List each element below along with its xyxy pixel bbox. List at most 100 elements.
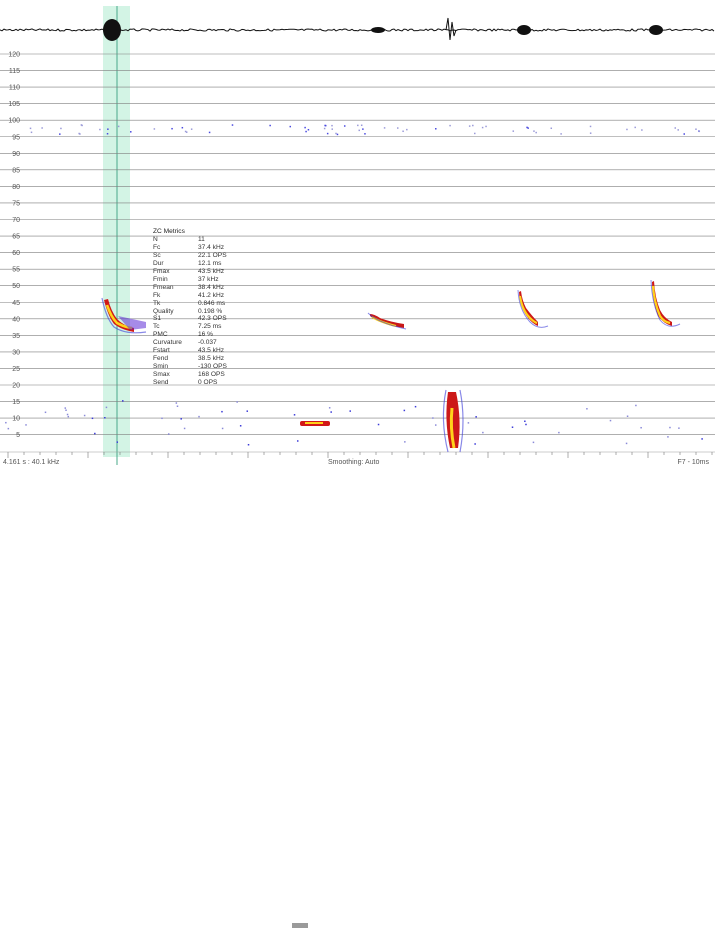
noise-point <box>104 417 106 419</box>
noise-point <box>678 427 680 429</box>
metric-value: 0.846 ms <box>198 299 226 307</box>
metric-value: 7.25 ms <box>198 323 222 331</box>
noise-point <box>695 128 697 130</box>
noise-points <box>5 124 703 446</box>
metric-value: 42.3 OPS <box>198 315 227 323</box>
bat-call-2[interactable] <box>367 312 407 330</box>
noise-point <box>7 427 10 430</box>
metric-value: 11 <box>198 235 205 243</box>
metrics-title: ZC Metrics <box>153 228 185 235</box>
noise-point <box>296 440 299 442</box>
bat-call-3[interactable] <box>517 289 549 328</box>
metrics-rows: N 11 Fc 37.4 kHz Sc 22.1 OPS Dur 12.1 ms Fmax 43.… <box>153 236 273 387</box>
bat-call-4[interactable] <box>650 279 681 327</box>
noise-point <box>511 426 514 428</box>
noise-point <box>467 422 470 424</box>
noise-point <box>512 130 515 132</box>
metric-row: Fstart 43.5 kHz <box>153 347 273 355</box>
noise-point <box>641 129 643 131</box>
noise-point <box>527 127 529 129</box>
noise-point <box>184 130 187 133</box>
noise-point <box>435 128 437 130</box>
noise-point <box>91 417 94 420</box>
noise-point <box>485 125 487 128</box>
y-axis-tick-label: 70 <box>12 217 20 224</box>
metric-row: Curvature -0.037 <box>153 339 273 347</box>
metric-row: Quality 0.198 % <box>153 308 273 316</box>
metric-key: Send <box>153 379 169 387</box>
noise-point <box>481 126 484 129</box>
noise-point <box>336 133 339 136</box>
noise-point <box>472 124 474 127</box>
waveform-burst <box>649 25 663 35</box>
metric-value: 43.5 kHz <box>198 347 225 355</box>
metric-row: PMC 16 % <box>153 331 273 339</box>
metric-key: Fmin <box>153 275 168 283</box>
noise-point <box>221 410 223 413</box>
noise-point <box>482 431 484 434</box>
y-axis-tick-label: 80 <box>12 184 20 191</box>
noise-point <box>175 402 178 404</box>
noise-point <box>533 130 535 132</box>
metric-key: Dur <box>153 259 164 267</box>
noise-point <box>403 409 406 412</box>
metric-key: Fmax <box>153 267 170 275</box>
noise-point <box>116 441 119 443</box>
noise-point <box>185 131 188 133</box>
cursor-position-readout: 4.161 s : 40.1 kHz <box>3 459 60 466</box>
metric-key: PMC <box>153 331 168 339</box>
noise-point <box>5 421 7 424</box>
metric-key: Fend <box>153 355 169 363</box>
noise-point <box>635 404 637 407</box>
noise-point <box>246 410 249 412</box>
noise-point <box>586 408 588 410</box>
noise-point <box>406 128 408 131</box>
metric-key: Fmean <box>153 283 174 291</box>
noise-point <box>247 443 250 446</box>
metric-key: N <box>153 235 158 243</box>
noise-point <box>79 133 81 135</box>
metric-key: Fk <box>153 291 161 299</box>
noise-point <box>66 413 69 416</box>
metric-row: Smin -130 OPS <box>153 363 273 371</box>
noise-point <box>231 124 234 126</box>
noise-point <box>221 427 224 430</box>
noise-point <box>432 417 434 419</box>
metric-row: Tk 0.846 ms <box>153 300 273 308</box>
waveform-spike <box>445 17 457 41</box>
noise-point <box>304 126 306 129</box>
noise-point <box>609 419 612 422</box>
noise-point <box>434 424 437 426</box>
noise-point <box>289 125 292 128</box>
metric-row: Send 0 OPS <box>153 379 273 387</box>
noise-point <box>558 431 560 434</box>
metric-value: 37 kHz <box>198 275 219 283</box>
noise-point <box>25 424 27 426</box>
noise-point <box>67 415 70 418</box>
noise-point <box>383 127 386 129</box>
smoothing-status[interactable]: Smoothing: Auto <box>328 459 380 466</box>
resize-handle[interactable] <box>292 923 308 928</box>
noise-point <box>59 133 61 135</box>
bat-call-1[interactable] <box>101 297 147 334</box>
noise-point <box>634 126 636 129</box>
zoom-status[interactable]: F7 - 10ms <box>677 459 709 466</box>
noise-point <box>683 133 685 135</box>
metric-value: 43.5 kHz <box>198 267 225 275</box>
noise-point <box>117 125 120 128</box>
noise-point <box>474 132 476 135</box>
noise-point <box>677 129 679 131</box>
noise-point <box>94 432 96 435</box>
metric-row: Fc 37.4 kHz <box>153 244 273 252</box>
noise-point <box>328 407 331 409</box>
waveform-strip[interactable] <box>0 0 715 55</box>
noise-burst-column[interactable] <box>442 389 464 453</box>
low-frequency-call[interactable] <box>300 421 330 426</box>
noise-point <box>698 130 701 133</box>
spectrogram-canvas[interactable]: 1201151101051009590858075706560555045403… <box>0 0 715 472</box>
noise-point <box>326 132 329 135</box>
noise-point <box>198 415 200 418</box>
metric-row: Fmin 37 kHz <box>153 276 273 284</box>
y-axis-tick-label: 65 <box>12 234 20 241</box>
metric-key: S1 <box>153 315 162 323</box>
